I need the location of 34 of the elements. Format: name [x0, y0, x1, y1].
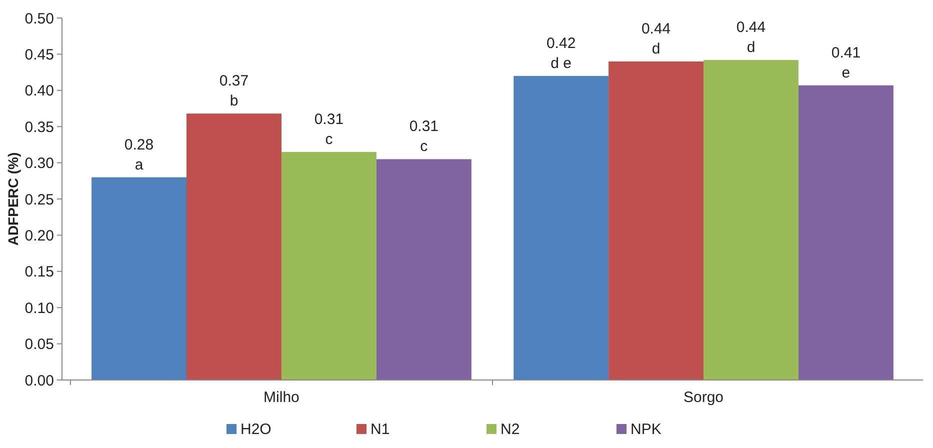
legend-label: N1 [370, 421, 390, 438]
data-label: 0.28 a [124, 136, 154, 174]
y-tick-label: 0.00 [24, 372, 54, 390]
y-tick-label: 0.45 [24, 46, 54, 64]
bar [798, 85, 894, 380]
y-tick-label: 0.50 [24, 10, 54, 28]
y-tick-label: 0.35 [24, 118, 54, 136]
bar [514, 76, 609, 380]
bar [92, 177, 187, 380]
x-tick-label: Sorgo [684, 389, 724, 406]
y-tick-label: 0.40 [24, 82, 54, 100]
y-tick-label: 0.20 [24, 227, 54, 244]
bar [281, 152, 376, 380]
y-tick-label: 0.25 [24, 191, 54, 208]
data-label: 0.41 e [831, 44, 861, 82]
data-label: 0.37 b [219, 72, 249, 110]
legend-label: H2O [240, 421, 272, 438]
bar [376, 159, 472, 380]
legend-label: N2 [500, 421, 520, 438]
y-tick-label: 0.15 [24, 264, 54, 281]
bar [608, 61, 704, 380]
y-tick-label: 0.10 [24, 300, 54, 317]
y-axis-title: ADFPERC (%) [5, 152, 21, 246]
data-label: 0.44 d [736, 18, 766, 56]
data-label: 0.44 d [641, 20, 671, 58]
y-tick-label: 0.05 [24, 336, 54, 354]
x-tick-label: Milho [264, 389, 300, 406]
data-label: 0.31 c [409, 118, 439, 156]
bar [186, 114, 282, 380]
legend-label: NPK [630, 421, 662, 438]
data-label: 0.42 d e [546, 34, 576, 72]
data-label: 0.31 c [314, 110, 344, 148]
bar [704, 60, 798, 380]
y-tick-label: 0.30 [24, 155, 54, 172]
